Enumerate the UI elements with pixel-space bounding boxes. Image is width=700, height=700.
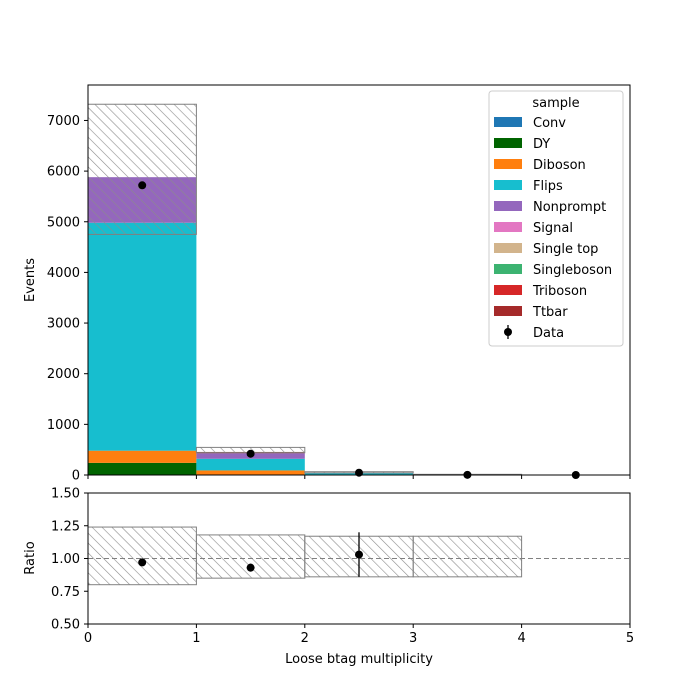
legend-swatch-single-top xyxy=(494,243,522,253)
main-y-tick-label: 1000 xyxy=(47,418,80,433)
main-x-ticks xyxy=(87,475,631,479)
x-tick-label: 0 xyxy=(84,631,92,646)
legend: sample Conv DY Diboson Flips Nonprompt Signal… xyxy=(488,90,624,347)
main-y-tick-label: 3000 xyxy=(47,317,80,332)
x-tick-label: 1 xyxy=(192,631,200,646)
bar-diboson-bin-0 xyxy=(88,450,197,463)
x-tick-label: 3 xyxy=(409,631,417,646)
ratio-data-points xyxy=(138,532,363,577)
ratio-x-ticks: 0 1 2 3 4 5 xyxy=(84,624,634,646)
legend-label: Ttbar xyxy=(532,305,568,320)
main-y-axis-label: Events xyxy=(23,258,38,302)
ratio-y-tick-label: 1.50 xyxy=(51,487,80,502)
ratio-y-tick-label: 0.50 xyxy=(51,618,80,633)
bar-diboson-bin-1 xyxy=(196,470,305,475)
main-y-tick-label: 2000 xyxy=(47,367,80,382)
main-y-tick-label: 6000 xyxy=(47,165,80,180)
ratio-point-1 xyxy=(246,563,255,572)
bar-dy-bin-0 xyxy=(88,462,197,475)
data-point-0 xyxy=(138,181,147,190)
x-tick-label: 5 xyxy=(626,631,634,646)
legend-label: Diboson xyxy=(533,158,586,173)
ratio-y-tick-label: 1.25 xyxy=(51,519,80,534)
legend-swatch-dy xyxy=(494,138,522,148)
bar-flips-bin-1 xyxy=(196,458,305,471)
data-point-1 xyxy=(246,449,255,458)
legend-label: Flips xyxy=(533,179,563,194)
main-y-tick-label: 5000 xyxy=(47,215,80,230)
legend-label-data: Data xyxy=(533,326,564,341)
main-axes-frame xyxy=(87,84,631,476)
bar-flips-bin-0 xyxy=(88,222,197,451)
legend-swatch-signal xyxy=(494,222,522,232)
main-y-ticks: 0 1000 2000 3000 4000 5000 6000 7000 xyxy=(47,114,88,484)
legend-label: Single top xyxy=(533,242,598,257)
legend-swatch-conv xyxy=(494,117,522,127)
ratio-y-ticks: 0.50 0.75 1.00 1.25 1.50 xyxy=(51,487,88,633)
legend-swatch-singleboson xyxy=(494,264,522,274)
legend-swatch-diboson xyxy=(494,159,522,169)
main-y-tick-label: 7000 xyxy=(47,114,80,129)
legend-label: DY xyxy=(533,137,550,152)
main-uncertainty-bin-0 xyxy=(87,103,197,235)
legend-label: Signal xyxy=(533,221,573,236)
legend-swatch-triboson xyxy=(494,285,522,295)
main-panel: 0 1000 2000 3000 4000 5000 6000 7000 Events sam… xyxy=(23,84,631,484)
main-y-tick-label: 4000 xyxy=(47,266,80,281)
ratio-point-2 xyxy=(355,550,363,559)
legend-label: Nonprompt xyxy=(533,200,606,215)
main-y-tick-label: 0 xyxy=(72,469,80,484)
main-uncertainty-band xyxy=(87,103,523,476)
legend-label: Singleboson xyxy=(533,263,612,278)
ratio-point-0 xyxy=(138,558,147,567)
legend-label: Conv xyxy=(533,116,566,131)
data-point-2 xyxy=(355,468,363,477)
legend-swatch-ttbar xyxy=(494,306,522,316)
legend-swatch-nonprompt xyxy=(494,201,522,211)
x-tick-label: 4 xyxy=(517,631,525,646)
x-tick-label: 2 xyxy=(301,631,309,646)
ratio-y-tick-label: 0.75 xyxy=(51,585,80,600)
ratio-panel: 0.50 0.75 1.00 1.25 1.50 0 1 2 3 4 5 Ratio Loose … xyxy=(23,487,634,668)
legend-label: Triboson xyxy=(532,284,587,299)
legend-box xyxy=(488,90,624,347)
ratio-uncertainty-band xyxy=(87,526,523,586)
legend-title: sample xyxy=(532,96,579,111)
x-axis-label: Loose btag multiplicity xyxy=(285,652,433,667)
ratio-y-axis-label: Ratio xyxy=(23,541,38,574)
legend-swatch-flips xyxy=(494,180,522,190)
ratio-uncertainty-bin-0 xyxy=(87,526,197,586)
legend-data-marker xyxy=(504,328,512,336)
ratio-uncertainty-bin-3 xyxy=(412,535,523,578)
ratio-y-tick-label: 1.00 xyxy=(51,552,80,567)
